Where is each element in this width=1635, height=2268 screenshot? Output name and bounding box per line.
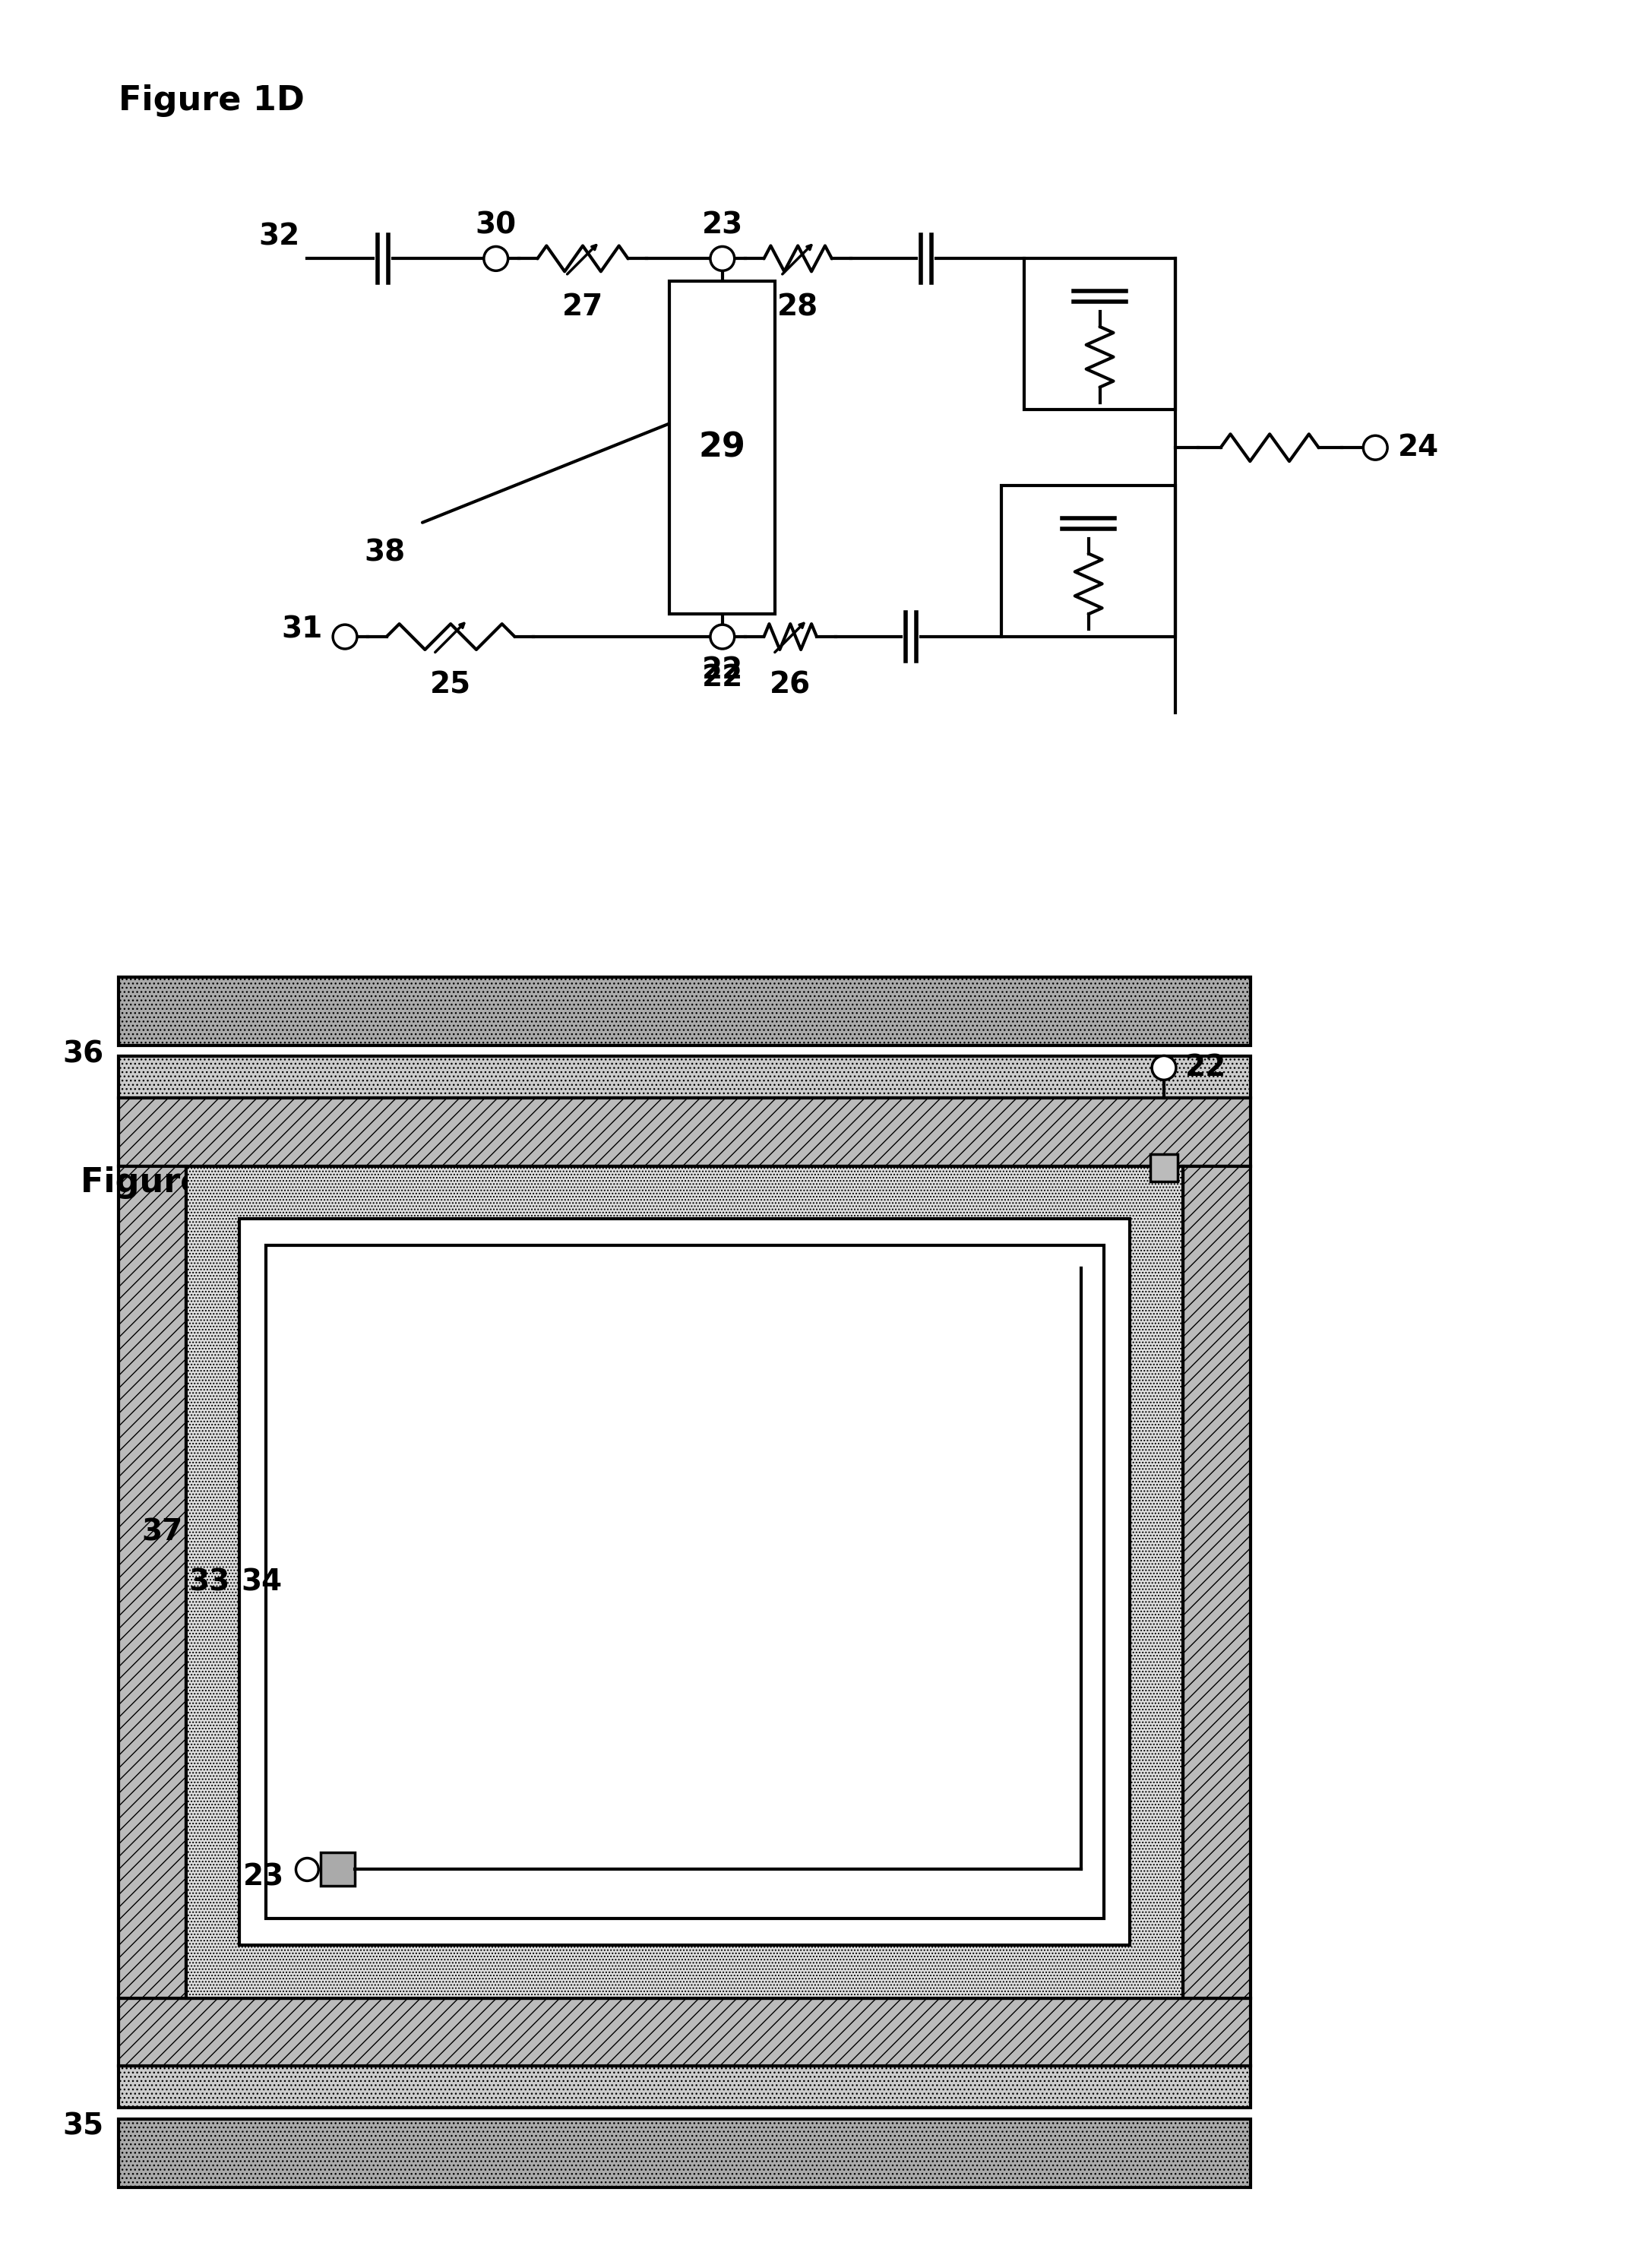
Text: 27: 27 xyxy=(562,293,603,322)
Text: 33: 33 xyxy=(188,1567,229,1597)
Circle shape xyxy=(1364,435,1388,460)
Text: 38: 38 xyxy=(365,538,405,567)
Bar xyxy=(118,2118,1251,2186)
Bar xyxy=(1025,259,1176,411)
Text: 26: 26 xyxy=(770,671,811,699)
Text: 23: 23 xyxy=(244,1862,284,1892)
Bar xyxy=(1002,485,1176,637)
Bar xyxy=(118,1998,1251,2066)
Text: 34: 34 xyxy=(242,1567,283,1597)
Circle shape xyxy=(334,624,356,649)
Bar xyxy=(118,1166,186,1998)
Text: 22: 22 xyxy=(1185,1052,1226,1082)
Bar xyxy=(118,978,1251,1046)
Circle shape xyxy=(296,1857,319,1880)
Bar xyxy=(239,1220,1130,1946)
Circle shape xyxy=(484,247,508,270)
Text: 28: 28 xyxy=(777,293,819,322)
Bar xyxy=(1151,1154,1177,1182)
Text: 30: 30 xyxy=(476,211,517,240)
Bar xyxy=(118,1057,1251,1098)
Bar xyxy=(320,1853,355,1887)
Text: 29: 29 xyxy=(698,431,746,465)
Circle shape xyxy=(1153,1055,1176,1080)
Text: 25: 25 xyxy=(430,671,471,699)
Text: Figure 1C: Figure 1C xyxy=(80,1166,263,1200)
Text: 23: 23 xyxy=(701,211,742,240)
Text: 37: 37 xyxy=(142,1517,183,1547)
Circle shape xyxy=(710,624,734,649)
Bar xyxy=(186,1166,1182,1998)
Bar xyxy=(267,1245,1104,1919)
Text: 24: 24 xyxy=(1398,433,1439,463)
Text: 36: 36 xyxy=(62,1041,103,1068)
Text: 31: 31 xyxy=(281,615,322,644)
Bar xyxy=(1182,1166,1251,1998)
Bar xyxy=(118,1098,1251,1166)
Text: 22: 22 xyxy=(701,655,742,685)
Text: 35: 35 xyxy=(62,2112,103,2141)
Text: Figure 1D: Figure 1D xyxy=(118,84,304,118)
Bar xyxy=(118,2066,1251,2107)
Circle shape xyxy=(710,247,734,270)
Text: 32: 32 xyxy=(258,222,299,252)
Bar xyxy=(670,281,775,615)
Text: 22: 22 xyxy=(701,662,742,692)
